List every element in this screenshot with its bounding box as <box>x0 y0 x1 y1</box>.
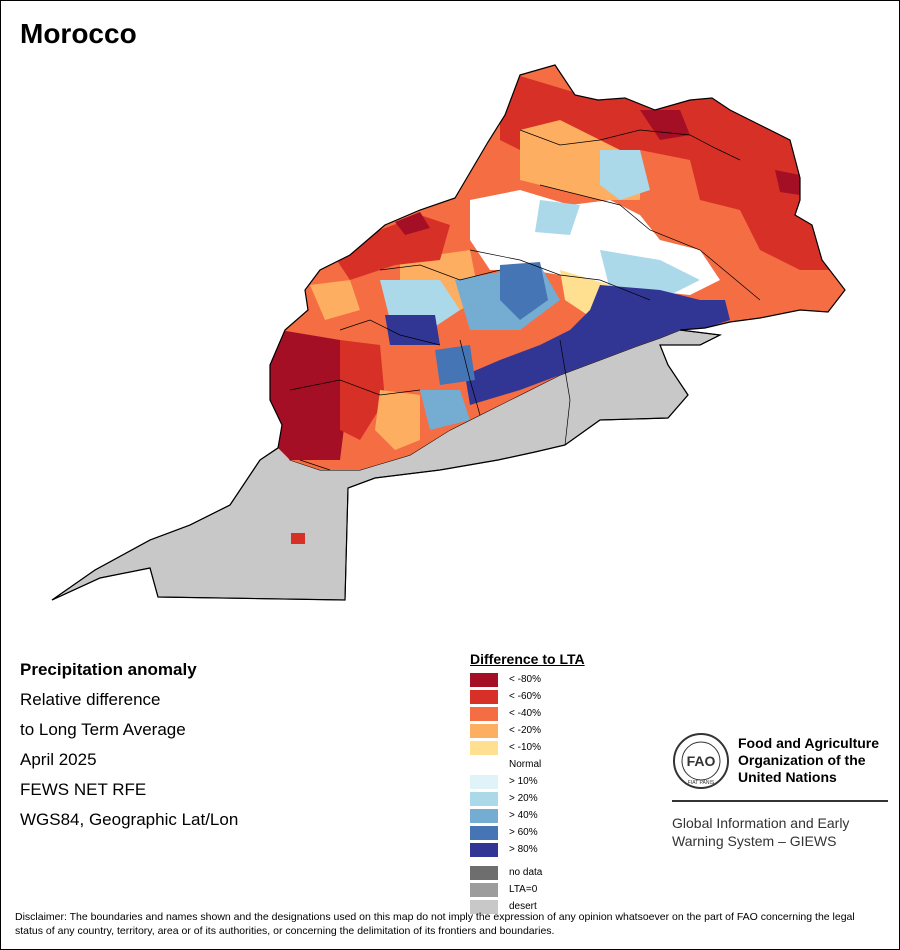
legend-classes: < -80% < -60% < -40% < -20% < -10% Normal > 10… <box>470 672 585 859</box>
legend-item: LTA=0 <box>470 882 585 899</box>
legend-swatch <box>470 690 498 704</box>
legend-item: > 10% <box>470 774 585 791</box>
giews-name: Global Information and Early Warning Sys… <box>672 815 850 849</box>
divider <box>672 800 888 802</box>
disclaimer: Disclaimer: The boundaries and names sho… <box>15 911 855 937</box>
legend-label: no data <box>509 867 543 878</box>
svg-text:FIAT PANIS: FIAT PANIS <box>688 780 715 786</box>
legend-item: > 60% <box>470 825 585 842</box>
legend-title: Difference to LTA <box>470 651 585 667</box>
admin-boundaries <box>289 129 761 471</box>
legend-item: desert <box>470 899 585 916</box>
info-heading: Precipitation anomaly <box>20 660 197 679</box>
fao-logo: FAO FIAT PANIS <box>673 733 729 789</box>
legend-item: < -20% <box>470 723 585 740</box>
legend-item: < -10% <box>470 740 585 757</box>
legend-label: > 40% <box>509 810 538 821</box>
anomaly-map <box>51 64 846 601</box>
legend-label: < -60% <box>509 691 541 702</box>
legend-label: > 10% <box>509 776 538 787</box>
legend-label: < -20% <box>509 725 541 736</box>
legend-label: > 20% <box>509 793 538 804</box>
legend-item: < -60% <box>470 689 585 706</box>
legend-item: < -40% <box>470 706 585 723</box>
legend-swatch <box>470 883 498 897</box>
info-line: FEWS NET RFE <box>20 780 147 799</box>
legend-swatch <box>470 724 498 738</box>
legend-label: < -40% <box>509 708 541 719</box>
legend: Difference to LTA < -80% < -60% < -40% < -2… <box>470 651 585 916</box>
legend-item: > 20% <box>470 791 585 808</box>
legend-label: > 80% <box>509 844 538 855</box>
info-line: to Long Term Average <box>20 720 186 739</box>
legend-swatch <box>470 809 498 823</box>
legend-swatch <box>470 775 498 789</box>
legend-extra: no data LTA=0 desert <box>470 865 585 916</box>
legend-label: Normal <box>509 759 542 770</box>
country-outline <box>51 64 846 601</box>
isolated-cell <box>291 533 305 544</box>
legend-label: > 60% <box>509 827 538 838</box>
fao-name: Food and Agriculture Organization of the… <box>738 735 880 785</box>
legend-swatch <box>470 866 498 880</box>
legend-label: LTA=0 <box>509 884 538 895</box>
legend-swatch <box>470 741 498 755</box>
info-line: April 2025 <box>20 750 97 769</box>
info-line: WGS84, Geographic Lat/Lon <box>20 810 239 829</box>
legend-swatch <box>470 673 498 687</box>
legend-item: > 40% <box>470 808 585 825</box>
legend-item: Normal <box>470 757 585 774</box>
legend-swatch <box>470 843 498 857</box>
map-info: Precipitation anomaly Relative differenc… <box>20 655 238 835</box>
legend-label: < -10% <box>509 742 541 753</box>
map-title: Morocco <box>20 18 137 49</box>
legend-label: desert <box>509 901 537 912</box>
svg-text:FAO: FAO <box>687 753 716 769</box>
legend-item: < -80% <box>470 672 585 689</box>
legend-swatch <box>470 707 498 721</box>
legend-swatch <box>470 792 498 806</box>
legend-label: < -80% <box>509 674 541 685</box>
legend-swatch <box>470 826 498 840</box>
anomaly-field <box>270 65 845 470</box>
legend-swatch <box>470 900 498 914</box>
legend-item: > 80% <box>470 842 585 859</box>
legend-item: no data <box>470 865 585 882</box>
info-line: Relative difference <box>20 690 161 709</box>
